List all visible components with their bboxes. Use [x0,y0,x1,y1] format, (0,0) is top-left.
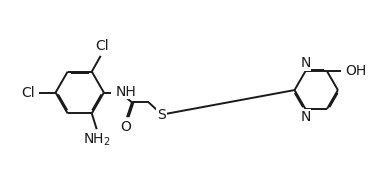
Text: S: S [157,108,166,122]
Text: N: N [300,110,310,124]
Text: Cl: Cl [95,39,109,53]
Text: N: N [300,56,310,70]
Text: Cl: Cl [21,86,35,100]
Text: NH$_2$: NH$_2$ [83,131,111,148]
Text: O: O [121,120,131,134]
Text: OH: OH [345,64,366,78]
Text: NH: NH [115,85,136,99]
